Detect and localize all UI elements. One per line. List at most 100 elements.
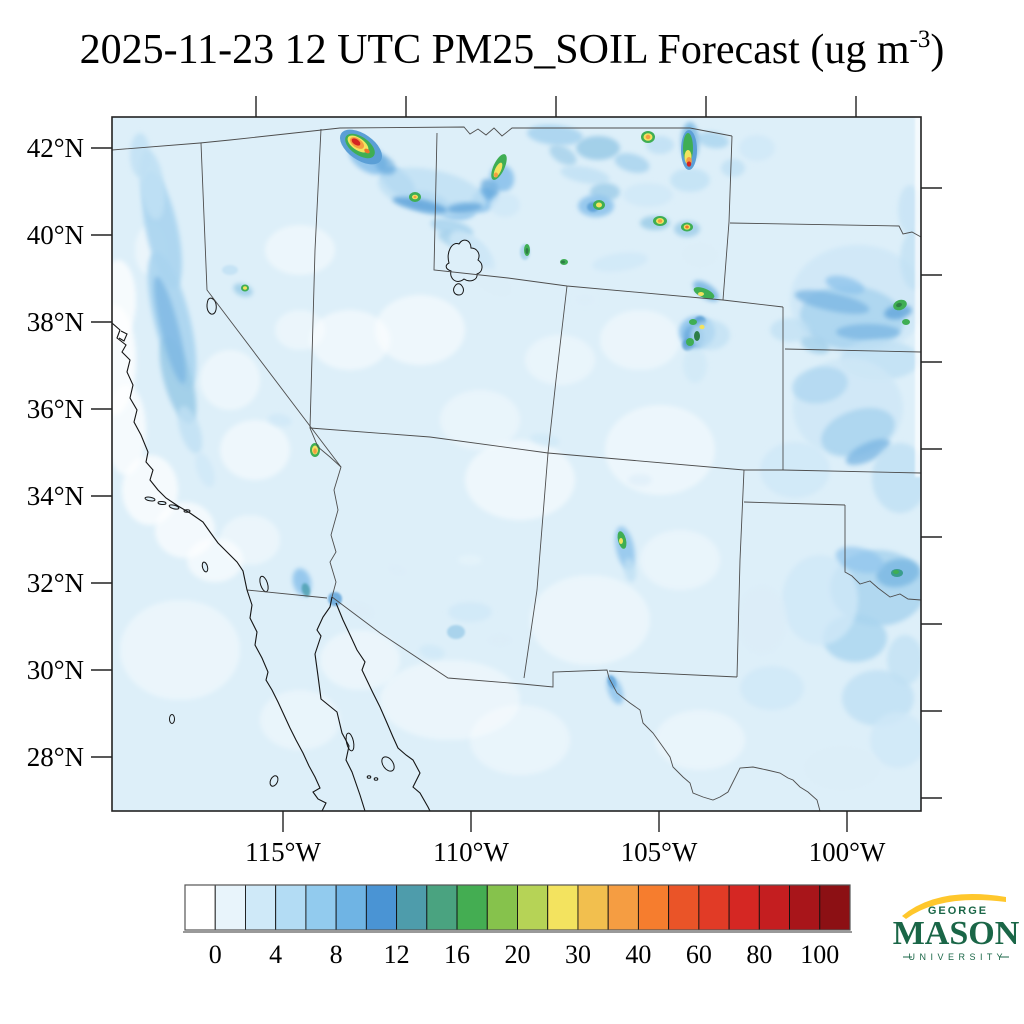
concentration-patch [387,564,407,576]
state-border [200,142,342,468]
figure-title: 2025-11-23 12 UTC PM25_SOIL Forecast (ug… [0,26,1024,74]
colorbar-cell [698,884,730,931]
concentration-patch [870,712,921,768]
colorbar-cell [305,884,337,931]
state-border [331,596,821,811]
colorbar-cell [275,884,307,931]
island-outline [381,756,395,772]
concentration-patch [490,193,520,217]
island-outline [345,732,355,752]
concentration-patch [177,406,203,454]
dust-hotspot [893,570,899,574]
concentration-patch [835,546,885,574]
concentration-patch [600,310,680,370]
concentration-patch [614,153,650,173]
concentration-patch [301,583,311,597]
logo-swoosh-icon [902,894,1006,919]
state-border [784,348,921,353]
colorbar-cell [517,884,549,931]
colorbar-cell [547,884,579,931]
concentration-patch [260,690,340,750]
lake-outline [206,297,217,315]
colorbar-cell [758,884,790,931]
island-outline [366,775,372,779]
coastline [118,330,128,342]
concentration-patch [670,168,710,192]
colorbar-cell [396,884,428,931]
logo-george-text: GEORGE [928,905,988,917]
concentration-patch [465,440,575,520]
dust-hotspot [902,319,910,325]
colorbar-cell [184,884,216,931]
dust-hotspot [896,302,902,308]
dust-hotspot [686,338,694,346]
dust-hotspot [351,138,361,146]
colorbar-cell [245,884,277,931]
concentration-patch [575,295,595,305]
colorbar-cell [668,884,700,931]
lat-label: 42°N [27,133,84,163]
concentration-patch [842,670,914,726]
lake-outline [453,283,464,296]
colorbar-cell [789,884,821,931]
colorbar-cell [456,884,488,931]
concentration-patch [825,275,865,295]
concentration-patch [480,178,500,202]
dust-hotspot [494,172,498,178]
title-main: 2025-11-23 12 UTC PM25_SOIL Forecast (ug… [79,27,910,73]
colorbar-frame [184,884,851,931]
concentration-patch [310,310,390,370]
concentration-patch [275,310,325,350]
concentration-patch [130,133,150,177]
concentration-patch [845,438,891,466]
concentration-patch [320,630,400,690]
dust-hotspot [698,292,704,296]
colorbar-cell [335,884,367,931]
dust-hotspot [686,161,692,167]
colorbar-tick-label: 80 [746,940,772,969]
colorbar-tick-label: 60 [686,940,712,969]
title-superscript: -3 [909,26,931,53]
concentration-patch [440,390,520,450]
concentration-patch [887,635,921,685]
concentration-patch [472,267,512,297]
lat-label: 40°N [27,220,84,250]
concentration-patch [220,420,290,480]
lat-label: 32°N [27,568,84,598]
coastline [335,602,431,811]
data-edge-gap [915,117,921,477]
colorbar: 0 4 8 12 16 20 30 40 60 80 100 [183,884,852,969]
colorbar-tick-label: 8 [330,940,343,969]
lat-label: 38°N [27,307,84,337]
concentration-patch [794,290,870,314]
island-outline [169,714,175,724]
colorbar-cell [426,884,458,931]
concentration-patch [458,555,482,565]
concentration-patch [655,710,745,770]
concentration-patch [220,515,280,565]
state-border [112,126,733,151]
concentration-patch [740,666,804,710]
island-outline [144,496,156,502]
concentration-patch [872,443,921,513]
logo-mason-text: MASON [893,915,1020,952]
colorbar-tick-label: 40 [625,940,651,969]
concentration-patch [682,243,718,267]
lat-label: 30°N [27,655,84,685]
concentration-patch [375,295,465,365]
colorbar-cell [637,884,670,931]
colorbar-cell [365,884,398,931]
island-outline [201,561,209,573]
concentration-patch [640,530,720,590]
concentration-patch [120,600,240,700]
island-outline [373,777,379,781]
lat-label: 36°N [27,394,84,424]
state-border [722,135,733,301]
concentration-patch [448,602,492,622]
coastline [314,596,366,811]
state-border [736,469,745,678]
dust-hotspot [657,219,663,223]
colorbar-tick-label: 20 [505,940,531,969]
